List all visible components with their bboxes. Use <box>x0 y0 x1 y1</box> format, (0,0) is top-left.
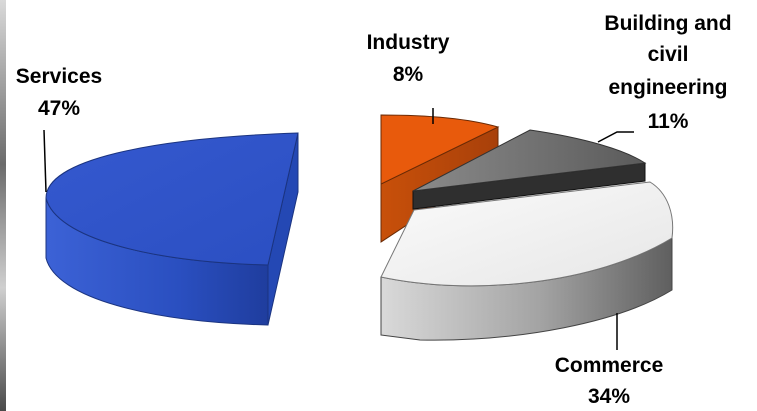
leader-line-services <box>43 129 47 193</box>
label-industry-value: 8% <box>393 63 424 86</box>
label-building-line1: Building and <box>604 12 731 35</box>
leader-line-building <box>597 131 634 143</box>
slice-industry-top <box>380 114 500 185</box>
label-building-value: 11% <box>648 110 689 133</box>
label-commerce-value: 34% <box>588 385 630 408</box>
slice-commerce-top <box>380 181 674 287</box>
label-industry-name: Industry <box>367 31 450 54</box>
slice-building-top <box>412 129 647 192</box>
left-edge-strip <box>0 0 6 411</box>
slice-services-top <box>45 132 299 266</box>
label-commerce-name: Commerce <box>555 354 664 377</box>
label-building-line2: civil <box>648 43 689 66</box>
slice-building <box>412 129 647 210</box>
label-services-value: 47% <box>38 97 80 120</box>
label-building-line3: engineering <box>608 76 727 99</box>
label-services-name: Services <box>16 65 102 88</box>
slice-services <box>45 132 299 326</box>
slice-commerce <box>380 181 674 341</box>
